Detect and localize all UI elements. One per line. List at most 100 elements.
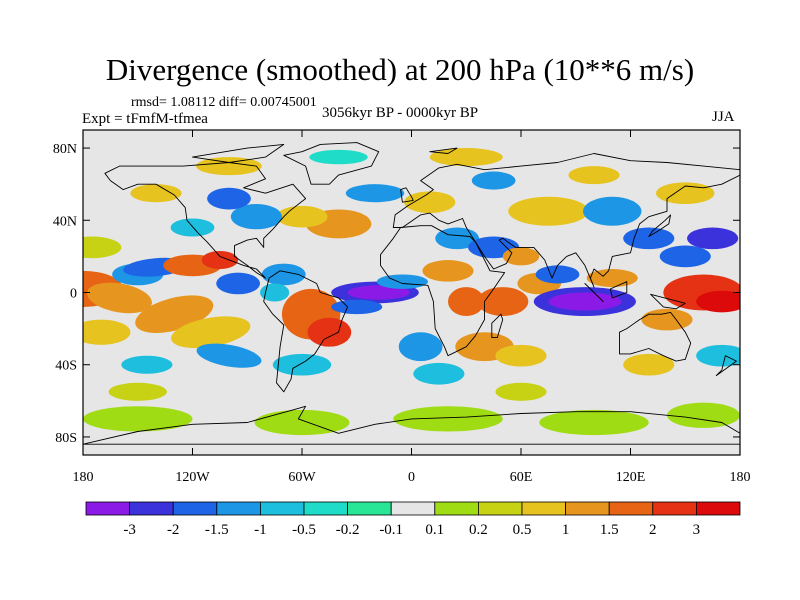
field-blob (535, 265, 580, 284)
field-blob (171, 316, 251, 349)
colorbar-label: 0.2 (469, 522, 488, 538)
field-blob (170, 218, 215, 237)
field-blob (345, 184, 405, 203)
colorbar-swatch (652, 501, 697, 516)
experiment-label: Expt = tFmfM-tfmea (82, 111, 208, 127)
divergence-field (83, 130, 740, 455)
colorbar-label: -1.5 (205, 522, 229, 538)
coastline (400, 187, 414, 203)
coastline (491, 313, 504, 339)
coastline (650, 293, 686, 310)
field-blob (659, 245, 711, 268)
colorbar-swatch (521, 501, 566, 516)
field-blob (207, 187, 251, 210)
coastlines (83, 142, 740, 445)
y-tick-label: 0 (70, 287, 77, 302)
colorbar-label: -1 (254, 522, 267, 538)
y-tick-label: 40S (55, 359, 77, 374)
coastline (263, 270, 349, 393)
colorbar-swatch (696, 501, 741, 516)
field-blob (404, 191, 456, 214)
field-blob (687, 227, 739, 250)
colorbar-swatch (85, 501, 130, 516)
field-blob (393, 406, 503, 432)
field-blob (196, 157, 262, 176)
field-blob (272, 353, 332, 376)
y-tick-label: 80S (55, 431, 77, 446)
colorbar-label: 2 (649, 522, 657, 538)
colorbar-label: 1.5 (600, 522, 619, 538)
colorbar-swatch (172, 501, 218, 516)
coastline (619, 311, 692, 362)
colorbar-label: -3 (123, 522, 136, 538)
field-blob (508, 196, 589, 226)
colorbar-swatch (129, 501, 174, 516)
colorbar: -3 -2 -1.5 -1 -0.5 -0.2 -0.1 0.1 0.2 0.5 1 1.5 2 3 (85, 501, 741, 538)
colorbar-swatch (434, 501, 479, 516)
field-blob (568, 166, 620, 185)
field-blob (261, 263, 306, 286)
colorbar-label: 1 (562, 522, 570, 538)
field-blob (586, 269, 638, 288)
axis-ticks: 80N 40N 0 40S 80S 180 120W 60W 0 60E 120E 180 (53, 130, 751, 485)
coastline (429, 147, 458, 154)
coastline (83, 405, 740, 445)
colorbar-swatch (303, 501, 348, 516)
field-blob (130, 184, 182, 203)
coastline (192, 143, 285, 163)
field-blob (108, 382, 167, 401)
field-blob (413, 362, 465, 385)
field-blob (83, 319, 131, 345)
x-tick-label: 120W (175, 470, 210, 485)
field-blob (376, 274, 428, 289)
field-blob (87, 282, 152, 314)
field-blob (230, 204, 282, 230)
field-blob (331, 299, 383, 315)
field-blob (422, 260, 474, 282)
field-blob (623, 227, 675, 250)
field-blob (448, 287, 485, 316)
colorbar-swatch (565, 501, 610, 516)
colorbar-label: -0.2 (336, 522, 360, 538)
x-tick-label: 120E (616, 470, 646, 485)
field-blob (347, 285, 410, 300)
period-label: 3056kyr BP - 0000kyr BP (322, 105, 479, 121)
field-blob (583, 196, 642, 226)
coastline (715, 355, 737, 377)
coastline (104, 162, 307, 279)
field-blob (83, 406, 193, 432)
colorbar-label: -0.1 (379, 522, 403, 538)
x-tick-label: 60W (288, 470, 316, 485)
field-blob (495, 382, 547, 401)
field-blob (398, 332, 443, 362)
y-tick-label: 80N (53, 142, 77, 157)
field-blob (471, 171, 516, 190)
coastline (584, 283, 604, 302)
field-blob (429, 148, 503, 167)
field-blob (254, 409, 350, 436)
colorbar-label: 3 (693, 522, 701, 538)
x-tick-label: 60E (510, 470, 533, 485)
field-blob (83, 236, 122, 259)
field-blob (696, 344, 740, 367)
x-tick-label: 180 (730, 470, 751, 485)
field-blob (121, 355, 173, 374)
colorbar-swatch (347, 501, 392, 516)
field-blob (307, 317, 352, 347)
field-blob (696, 290, 740, 313)
colorbar-swatch (477, 501, 523, 516)
coastline (380, 225, 506, 357)
field-blob (309, 149, 368, 165)
coastline (283, 142, 380, 185)
field-blob (260, 283, 290, 302)
x-tick-label: 180 (73, 470, 94, 485)
stats-text: rmsd= 1.08112 diff= 0.00745001 (131, 95, 317, 110)
field-blob (548, 292, 622, 311)
colorbar-swatch (608, 501, 654, 516)
colorbar-label: -0.5 (292, 522, 316, 538)
colorbar-swatch (259, 501, 305, 516)
chart-title: Divergence (smoothed) at 200 hPa (10**6 … (105, 52, 695, 87)
field-blob (435, 227, 480, 250)
field-blob (495, 344, 547, 367)
